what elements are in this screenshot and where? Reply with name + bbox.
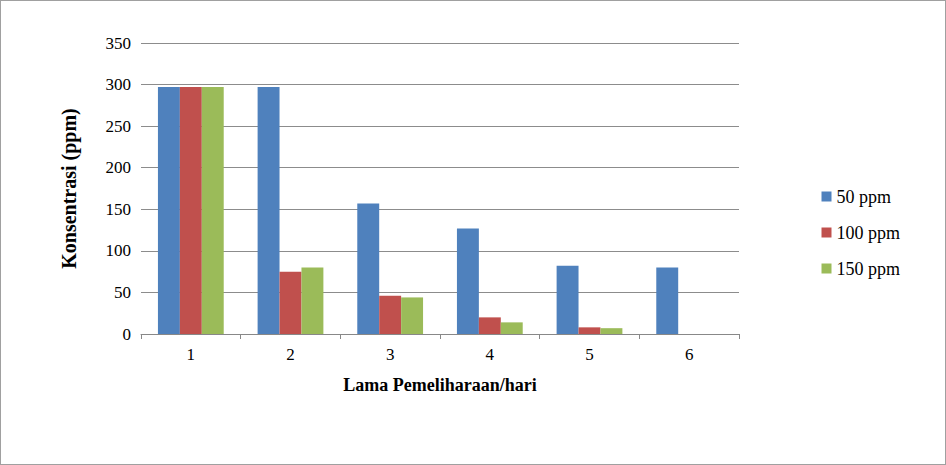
svg-text:2: 2 xyxy=(286,345,295,364)
svg-text:150: 150 xyxy=(106,200,132,219)
svg-text:200: 200 xyxy=(106,158,132,177)
svg-text:350: 350 xyxy=(106,34,132,53)
svg-text:150 ppm: 150 ppm xyxy=(836,259,900,279)
svg-text:Konsentrasi (ppm): Konsentrasi (ppm) xyxy=(58,108,81,269)
svg-text:50 ppm: 50 ppm xyxy=(836,187,891,207)
svg-text:100: 100 xyxy=(106,241,132,260)
svg-text:3: 3 xyxy=(386,345,395,364)
svg-text:0: 0 xyxy=(123,325,132,344)
svg-text:100 ppm: 100 ppm xyxy=(836,223,900,243)
svg-text:250: 250 xyxy=(106,117,132,136)
svg-text:4: 4 xyxy=(486,345,495,364)
svg-text:300: 300 xyxy=(106,75,132,94)
svg-text:6: 6 xyxy=(685,345,694,364)
svg-text:Lama Pemeliharaan/hari: Lama Pemeliharaan/hari xyxy=(343,375,536,395)
svg-text:1: 1 xyxy=(187,345,196,364)
svg-text:50: 50 xyxy=(114,283,131,302)
svg-text:5: 5 xyxy=(585,345,594,364)
